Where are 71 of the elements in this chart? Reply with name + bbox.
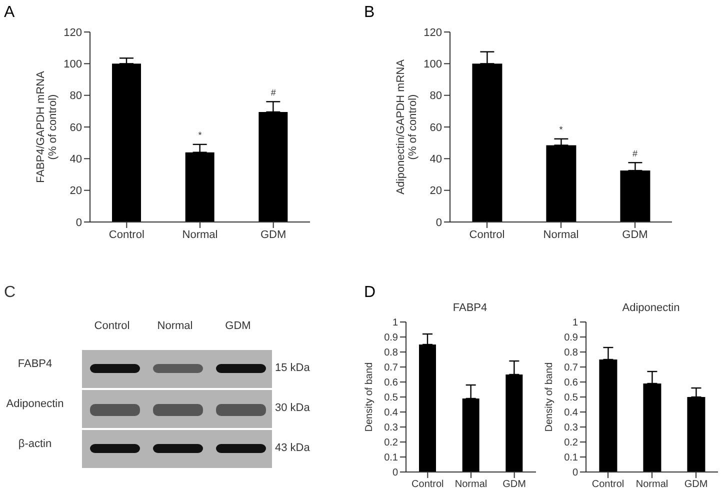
annotation: #	[270, 87, 276, 98]
annotation: *	[198, 130, 202, 140]
y-axis-title: FABP4/GAPDH mRNA (% of control)	[35, 70, 59, 183]
y-tick-label: 1	[572, 318, 578, 329]
y-tick-label: 0.1	[384, 452, 398, 464]
y-tick-label: 0.3	[384, 422, 398, 434]
category-label: β-actin	[18, 438, 52, 450]
x-tick-label: GDM	[622, 228, 648, 241]
y-tick-label: 0	[392, 468, 398, 479]
text: C	[4, 284, 16, 302]
y-tick-label: 60	[430, 122, 442, 134]
category-label: 43 kDa	[275, 442, 310, 454]
y-tick-label: 0.6	[384, 378, 398, 389]
x-tick-label: GDM	[502, 479, 526, 490]
x-tick-label: Normal	[543, 228, 579, 241]
y-tick-label: 20	[70, 185, 82, 198]
category-label: Adiponectin	[6, 398, 64, 410]
y-tick-label: 0	[436, 216, 442, 229]
x-tick-label: Normal	[182, 228, 218, 241]
x-tick-label: Normal	[454, 479, 488, 490]
category-label: FABP4	[18, 358, 52, 370]
y-tick-label: 0.7	[564, 362, 578, 374]
category-label: GDM	[224, 320, 252, 332]
y-tick-label: 0.4	[564, 408, 578, 419]
x-tick-label: Control	[469, 228, 505, 241]
y-tick-label: 0.9	[384, 332, 398, 344]
x-tick-label: Control	[108, 228, 144, 241]
category-label: Normal	[156, 320, 194, 332]
y-tick-label: 0.4	[384, 408, 398, 419]
y-tick-label: 80	[70, 90, 82, 102]
y-tick-label: 0.8	[564, 348, 578, 359]
x-tick-label: Normal	[636, 479, 668, 490]
y-tick-label: 120	[424, 26, 442, 39]
y-tick-label: 60	[70, 122, 82, 134]
chart-title: Adiponectin	[621, 302, 681, 314]
text: A	[4, 4, 15, 22]
y-tick-label: 20	[430, 185, 442, 198]
y-tick-label: 80	[430, 90, 442, 102]
y-tick-label: 40	[430, 154, 442, 166]
y-tick-label: 0.9	[564, 332, 578, 344]
category-label: 30 kDa	[275, 402, 310, 414]
y-tick-label: 0.1	[564, 452, 578, 464]
y-tick-label: 40	[70, 154, 82, 166]
category-label: 15 kDa	[275, 362, 310, 374]
y-tick-label: 0.2	[564, 438, 578, 449]
y-tick-label: 100	[424, 58, 442, 71]
y-tick-label: 0.5	[564, 392, 578, 404]
y-tick-label: 0.7	[384, 362, 398, 374]
chart-title: FABP4	[452, 302, 488, 314]
x-tick-label: Control	[412, 479, 444, 490]
y-axis-title: Density of band	[364, 362, 375, 432]
annotation: #	[632, 148, 638, 158]
y-tick-label: 0	[572, 468, 578, 479]
y-tick-label: 0.6	[564, 378, 578, 389]
y-tick-label: 100	[64, 58, 82, 71]
y-tick-label: 0.2	[384, 438, 398, 449]
y-tick-label: 0.5	[384, 392, 398, 404]
text: B	[364, 4, 375, 22]
x-tick-label: GDM	[684, 479, 708, 490]
annotation: *	[559, 124, 564, 135]
y-axis-title: Density of band	[544, 362, 555, 432]
category-label: Control	[93, 320, 131, 332]
y-axis-title: Adiponectin/GAPDH mRNA (% of control)	[395, 58, 419, 195]
text: D	[364, 284, 376, 302]
y-tick-label: 120	[64, 26, 82, 39]
y-tick-label: 0	[76, 216, 82, 229]
y-tick-label: 0.8	[384, 348, 398, 359]
y-tick-label: 1	[392, 318, 398, 329]
y-tick-label: 0.3	[564, 422, 578, 434]
x-tick-label: GDM	[260, 228, 286, 241]
x-tick-label: Control	[592, 479, 624, 490]
